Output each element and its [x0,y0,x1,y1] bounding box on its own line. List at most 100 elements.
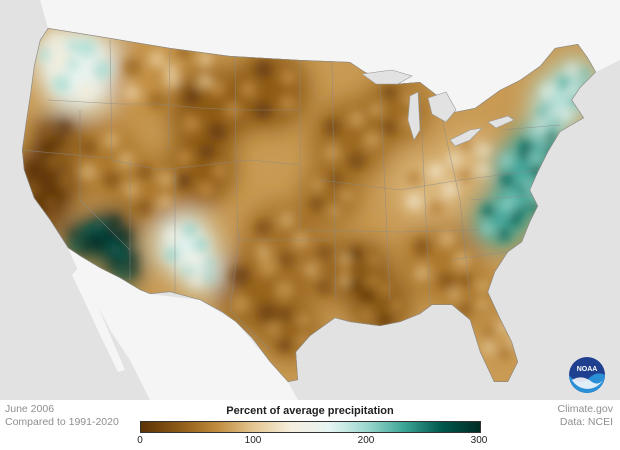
precip-speckle [92,220,105,233]
precip-speckle [66,40,79,53]
precip-speckle [360,308,374,322]
precip-speckle [438,272,456,290]
precip-speckle [303,262,319,278]
precip-speckle [453,251,471,269]
precip-speckle [59,120,71,133]
precip-speckle [378,282,392,296]
precip-speckle [108,242,121,255]
precip-speckle [316,280,332,296]
precip-speckle [118,229,130,241]
precip-speckle [515,206,526,217]
precip-speckle [482,342,495,355]
precip-speckle [566,86,576,97]
precip-speckle [476,298,489,311]
precip-speckle [529,152,541,165]
precip-speckle [296,313,311,328]
precip-speckle [123,182,139,198]
precip-speckle [205,258,215,268]
precip-speckle [197,181,214,197]
precip-speckle [498,347,511,360]
precip-speckle [68,134,81,147]
precip-speckle [108,215,121,228]
precip-speckle [381,120,397,136]
precip-speckle [329,172,343,187]
precip-speckle [230,266,251,286]
precip-speckle [183,222,197,236]
precip-speckle [157,171,173,187]
precip-speckle [566,63,577,74]
precip-speckle [191,253,202,264]
precip-speckle [368,102,384,118]
precip-speckle [580,68,590,78]
precip-speckle [266,323,281,337]
precip-speckle [77,82,97,102]
precip-speckle [339,189,354,203]
precip-speckle [79,139,97,157]
precip-speckle [553,116,562,125]
precip-speckle [175,173,192,190]
precip-speckle [253,102,272,120]
precip-speckle [69,241,78,250]
precip-speckle [310,178,324,192]
date-text: June 2006 [5,403,55,415]
precip-speckle [157,193,173,209]
precip-speckle [165,228,179,242]
precip-speckle [182,114,201,133]
precip-speckle [118,251,127,260]
precip-speckle [413,238,432,256]
precip-speckle [481,222,494,235]
precip-speckle [278,307,292,321]
precip-speckle [239,80,257,99]
precip-speckle [389,298,404,312]
precip-speckle [323,144,342,162]
precip-speckle [498,228,511,241]
precip-speckle [223,100,243,120]
precip-speckle [165,248,179,262]
legend-tick-300: 300 [470,435,488,446]
precip-speckle [499,199,512,212]
precipitation-map [0,0,620,400]
precip-speckle [66,58,79,71]
precip-speckle [38,48,51,61]
precip-speckle [482,325,495,338]
precip-speckle [481,204,495,217]
precip-speckle [348,152,366,170]
legend-title: Percent of average precipitation [226,405,394,417]
precip-speckle [117,151,135,169]
precip-speckle [441,182,458,198]
precip-speckle [52,74,71,93]
precip-speckle [446,153,461,167]
precip-speckle [382,84,397,100]
legend-tick-0: 0 [137,435,143,446]
precip-speckle [309,197,323,211]
baseline-text: Compared to 1991-2020 [5,416,119,428]
precip-speckle [111,260,120,269]
source-caption: Climate.gov Data: NCEI [558,403,613,429]
noaa-logo-icon: NOAA [569,357,605,393]
precip-speckle [117,270,126,279]
precip-speckle [508,194,518,205]
precip-speckle [317,244,332,260]
precip-speckle [81,226,90,235]
precip-speckle [500,173,514,187]
precip-speckle [136,200,152,216]
precip-speckle [43,125,55,137]
baja-peninsula [72,268,125,372]
precip-speckle [366,273,380,287]
precip-speckle [42,142,54,154]
precip-speckle [558,108,571,121]
precip-speckle [518,147,532,161]
precip-speckle [363,131,381,149]
precip-speckle [278,94,297,112]
precip-speckle [211,162,228,179]
precip-speckle [123,58,141,76]
precip-speckle [148,92,166,110]
precip-speckle [129,255,138,264]
precip-speckle [77,38,97,58]
precip-speckle [278,211,295,229]
precip-speckle [406,170,422,187]
legend-color-bar [140,421,481,433]
precip-speckle [558,75,568,85]
precip-speckle [278,251,295,269]
precip-speckle [254,219,272,237]
